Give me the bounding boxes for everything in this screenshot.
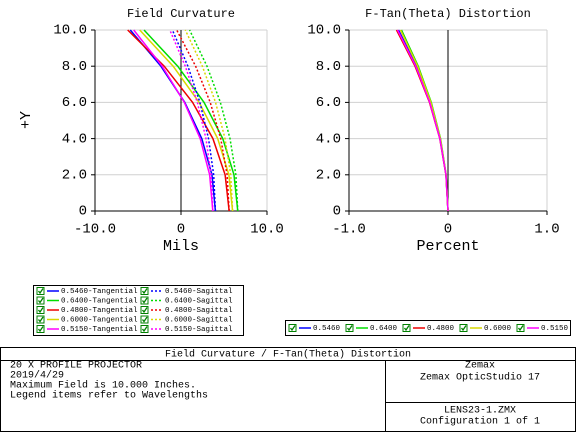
check-mark bbox=[37, 316, 44, 323]
legend-label: 0.6000-Tangential bbox=[61, 316, 138, 324]
legend-label: 0.5460-Sagittal bbox=[165, 288, 233, 296]
info-line: Legend items refer to Wavelengths bbox=[10, 390, 208, 402]
legend-checkbox[interactable] bbox=[140, 296, 149, 305]
check-mark bbox=[141, 326, 148, 333]
curve bbox=[176, 29, 230, 212]
legend-checkbox[interactable] bbox=[516, 324, 525, 332]
info-file: LENS23-1.ZMX bbox=[444, 406, 516, 417]
check-mark bbox=[37, 288, 44, 295]
curve bbox=[396, 29, 449, 212]
legend-label: 0.6000-Sagittal bbox=[165, 316, 233, 324]
check-mark bbox=[37, 297, 44, 304]
info-config: Configuration 1 of 1 bbox=[420, 416, 540, 428]
legend-checkbox[interactable] bbox=[288, 324, 297, 332]
legend-checkbox[interactable] bbox=[140, 287, 149, 295]
y-axis-label: +Y bbox=[18, 111, 35, 129]
chart-title: F-Tan(Theta) Distortion bbox=[365, 7, 531, 21]
x-tick-label: 0 bbox=[177, 222, 185, 238]
y-tick-label: 10.0 bbox=[307, 23, 341, 39]
check-mark bbox=[141, 288, 148, 295]
y-tick-label: 4.0 bbox=[62, 131, 87, 147]
check-mark bbox=[141, 297, 148, 304]
legend-label: 0.5460-Tangential bbox=[61, 288, 138, 296]
x-tick-label: -1.0 bbox=[332, 222, 366, 238]
legend-checkbox[interactable] bbox=[36, 315, 45, 324]
y-tick-label: 10.0 bbox=[53, 23, 87, 39]
legend-checkbox[interactable] bbox=[140, 306, 149, 314]
legend-box bbox=[33, 285, 244, 336]
info-line: 2019/4/29 bbox=[10, 370, 64, 382]
legend-label: 0.4800 bbox=[427, 325, 455, 333]
legend-checkbox[interactable] bbox=[140, 315, 149, 324]
y-tick-label: 6.0 bbox=[62, 95, 87, 111]
curve bbox=[129, 29, 217, 212]
info-line: Maximum Field is 10.000 Inches. bbox=[10, 380, 196, 392]
check-mark bbox=[346, 325, 353, 332]
legend-label: 0.6400-Sagittal bbox=[165, 297, 233, 305]
legend-box bbox=[285, 320, 571, 336]
legend-label: 0.6400 bbox=[370, 325, 398, 333]
y-tick-label: 0 bbox=[333, 204, 341, 220]
curve bbox=[399, 29, 449, 212]
info-line: 20 X PROFILE PROJECTOR bbox=[10, 361, 142, 372]
legend-checkbox[interactable] bbox=[402, 324, 411, 332]
curve bbox=[143, 29, 239, 212]
x-axis-label: Mils bbox=[163, 238, 199, 255]
legend-label: 0.6000 bbox=[484, 325, 512, 333]
curve bbox=[395, 29, 449, 212]
y-tick-label: 4.0 bbox=[316, 131, 341, 147]
x-tick-label: 1.0 bbox=[534, 222, 559, 238]
check-mark bbox=[289, 325, 296, 332]
legend-label: 0.6400-Tangential bbox=[61, 297, 138, 305]
check-mark bbox=[141, 316, 148, 323]
legend-checkbox[interactable] bbox=[140, 325, 149, 333]
curve bbox=[139, 29, 234, 212]
check-mark bbox=[460, 325, 467, 332]
check-mark bbox=[37, 307, 44, 314]
x-axis-label: Percent bbox=[416, 238, 479, 255]
legend-checkbox[interactable] bbox=[345, 324, 354, 332]
check-mark bbox=[403, 325, 410, 332]
legend-checkbox[interactable] bbox=[36, 325, 45, 333]
legend-label: 0.5150-Tangential bbox=[61, 326, 138, 334]
info-title: Field Curvature / F-Tan(Theta) Distortio… bbox=[165, 349, 411, 361]
legend-checkbox[interactable] bbox=[36, 306, 45, 314]
curve bbox=[169, 29, 214, 212]
y-tick-label: 0 bbox=[79, 204, 87, 220]
y-tick-label: 8.0 bbox=[316, 59, 341, 75]
legend-label: 0.5460 bbox=[313, 325, 341, 333]
check-mark bbox=[517, 325, 524, 332]
curve bbox=[133, 29, 214, 212]
legend-label: 0.4800-Sagittal bbox=[165, 307, 233, 315]
x-tick-label: 10.0 bbox=[250, 222, 284, 238]
check-mark bbox=[37, 326, 44, 333]
curve bbox=[397, 29, 449, 212]
curve bbox=[400, 29, 449, 212]
info-vendor: Zemax bbox=[465, 361, 495, 372]
y-tick-label: 6.0 bbox=[316, 95, 341, 111]
y-tick-label: 2.0 bbox=[62, 168, 87, 184]
x-tick-label: 0 bbox=[444, 222, 452, 238]
legend-checkbox[interactable] bbox=[36, 287, 45, 295]
y-tick-label: 2.0 bbox=[316, 168, 341, 184]
x-tick-label: -10.0 bbox=[74, 222, 116, 238]
info-panel: Field Curvature / F-Tan(Theta) Distortio… bbox=[0, 347, 576, 432]
legend-label: 0.5150-Sagittal bbox=[165, 326, 233, 334]
legend-checkbox[interactable] bbox=[36, 296, 45, 305]
legend-label: 0.4800-Tangential bbox=[61, 307, 138, 315]
legend-label: 0.5150 bbox=[541, 325, 569, 333]
chart-title: Field Curvature bbox=[127, 7, 235, 21]
y-tick-label: 8.0 bbox=[62, 59, 87, 75]
check-mark bbox=[141, 307, 148, 314]
legend-checkbox[interactable] bbox=[459, 324, 468, 332]
info-product: Zemax OpticStudio 17 bbox=[420, 372, 540, 384]
